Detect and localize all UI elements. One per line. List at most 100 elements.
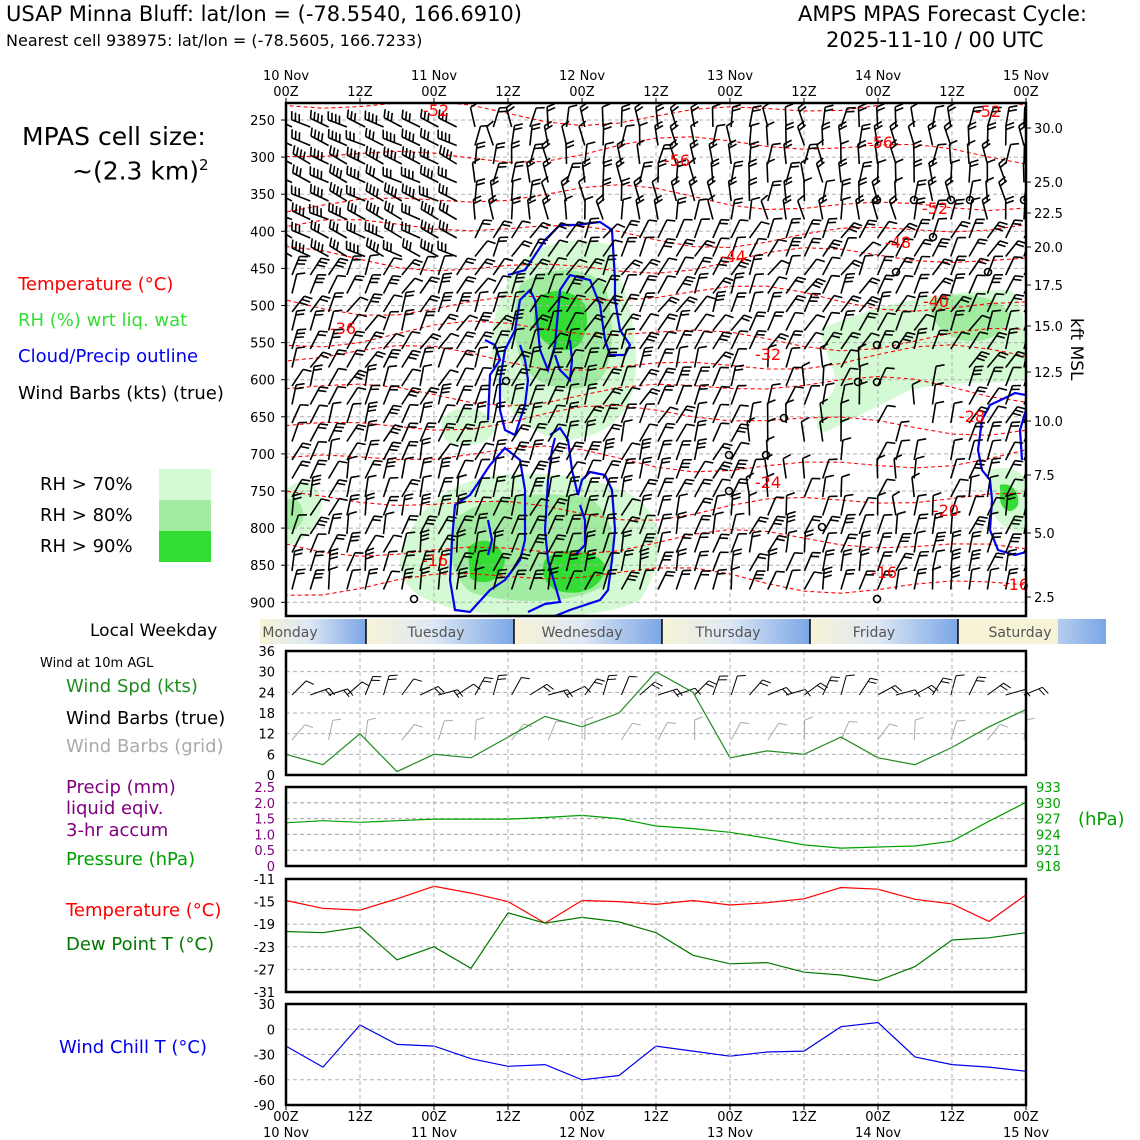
wind-barb-grid: [474, 717, 485, 741]
barb-feather: [724, 276, 734, 282]
barb-staff: [876, 240, 891, 258]
temperature-contour-label: -20: [933, 501, 959, 520]
wind-barb: [748, 291, 764, 313]
barb-feather: [327, 202, 331, 212]
barb-feather: [332, 718, 342, 721]
barb-staff: [510, 199, 514, 220]
panel-tick-label: 0: [267, 1023, 275, 1038]
panel-tick-label: 18: [258, 707, 275, 722]
barb-feather: [817, 161, 825, 168]
wind-barb: [857, 343, 867, 368]
barb-staff: [565, 294, 578, 313]
wind-barb: [492, 345, 507, 368]
barb-feather: [393, 134, 396, 143]
rh80-region-left: [286, 498, 304, 530]
barb-feather: [858, 343, 867, 349]
top-date-label: 10 Nov: [263, 69, 309, 84]
barb-staff: [547, 721, 557, 741]
cloud-outline-lower-inner: [486, 519, 494, 556]
wind-barb: [712, 256, 731, 276]
wind-barb: [913, 327, 928, 350]
barb-staff: [601, 106, 604, 128]
top-hour-label: 12Z: [939, 85, 965, 100]
wind-barb-grid: [620, 722, 641, 741]
barb-feather: [304, 295, 313, 300]
barb-feather: [372, 675, 382, 678]
barb-staff: [785, 255, 793, 276]
barb-feather: [431, 294, 441, 299]
barb-feather: [938, 199, 948, 202]
barb-feather: [669, 139, 678, 146]
wind-barb: [894, 158, 904, 183]
wind-barb: [876, 220, 898, 239]
barb-staff: [748, 199, 753, 220]
barb-feather: [301, 298, 311, 303]
barb-feather: [356, 372, 366, 377]
wind-barb: [602, 312, 622, 331]
barb-feather: [616, 139, 625, 146]
barb-feather: [521, 676, 530, 680]
barb-feather: [536, 273, 546, 276]
barb-feather: [309, 109, 313, 119]
barb-feather: [999, 351, 1009, 356]
wind-barb: [364, 314, 387, 332]
wind-barb: [913, 291, 929, 313]
wind-barb: [309, 330, 328, 350]
barb-feather: [290, 111, 293, 120]
barb-staff: [730, 348, 740, 368]
wind-barb: [840, 349, 860, 368]
barb-feather: [1028, 345, 1036, 349]
wind-barb-10m: [987, 682, 1011, 696]
barb-feather: [593, 334, 603, 339]
barb-feather: [298, 224, 301, 234]
wind-barb: [345, 184, 366, 202]
barb-feather: [316, 206, 319, 216]
barb-feather: [442, 202, 446, 212]
barb-feather: [635, 194, 644, 201]
cloud-outline-upper-left: [484, 339, 502, 421]
barb-feather: [375, 226, 378, 235]
barb-feather: [541, 176, 549, 183]
barb-feather: [404, 130, 408, 139]
barb-feather: [719, 338, 728, 342]
barb-feather: [512, 200, 521, 205]
panel-tick-label: 2.0: [254, 797, 275, 812]
wind-barb: [858, 254, 874, 276]
barb-feather: [654, 198, 663, 205]
wind-barb: [858, 241, 882, 258]
barb-feather: [540, 294, 550, 298]
barb-feather: [275, 167, 281, 176]
barb-feather: [375, 115, 378, 124]
barb-feather: [367, 717, 377, 721]
barb-feather: [772, 184, 781, 187]
barb-feather: [949, 139, 958, 145]
barb-feather: [499, 161, 508, 165]
barb-feather: [443, 295, 452, 298]
wind-barb: [803, 258, 826, 276]
barb-feather: [368, 129, 372, 139]
barb-feather: [438, 219, 442, 229]
wind-barb: [986, 255, 1004, 276]
pressure-tick-label: 750: [250, 485, 275, 500]
barb-feather: [315, 309, 325, 313]
barb-feather: [316, 277, 325, 280]
barb-feather: [602, 177, 612, 182]
wind-barb-10m: [694, 680, 717, 696]
barb-staff: [1023, 143, 1026, 165]
barb-feather: [365, 145, 369, 155]
wind-barb: [913, 179, 927, 202]
barb-feather: [302, 151, 306, 161]
pressure-tick-label: 400: [250, 225, 275, 240]
panel-tick-label: -19: [254, 918, 275, 933]
barb-feather: [732, 107, 741, 112]
precip-label: Precip (mm): [66, 777, 176, 798]
barb-staff: [602, 675, 610, 696]
panel-tick-label: 24: [258, 686, 275, 701]
wind-barb-10m: [566, 685, 592, 696]
wind-barb: [327, 367, 347, 387]
wind-barb: [948, 139, 958, 165]
wind-barb: [346, 274, 365, 294]
barb-feather: [994, 274, 1004, 276]
top-hour-label: 00Z: [865, 85, 891, 100]
barb-feather: [426, 310, 436, 313]
